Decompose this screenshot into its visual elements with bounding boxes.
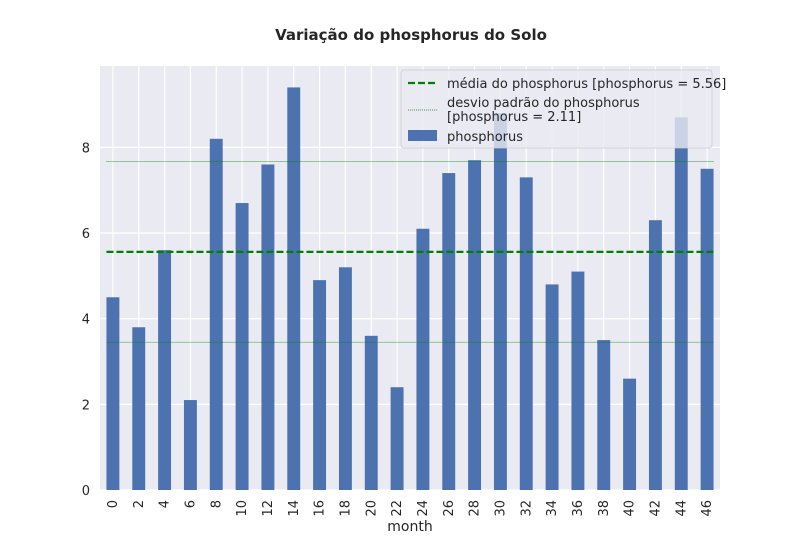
bar-42 bbox=[648, 220, 662, 490]
x-tick-label: 0 bbox=[106, 500, 121, 508]
bar-8 bbox=[209, 138, 223, 490]
bars bbox=[106, 87, 714, 491]
legend-mean-label: média do phosphorus [phosphorus = 5.56] bbox=[447, 77, 726, 92]
bar-28 bbox=[468, 160, 482, 490]
bar-6 bbox=[183, 400, 197, 490]
x-tick-label: 32 bbox=[519, 500, 534, 517]
bar-44 bbox=[674, 117, 688, 491]
bar-26 bbox=[442, 173, 456, 490]
y-tick-label: 0 bbox=[82, 484, 90, 499]
bar-14 bbox=[287, 87, 301, 491]
bar-34 bbox=[545, 284, 559, 490]
bar-30 bbox=[493, 113, 507, 490]
legend-box bbox=[400, 69, 713, 149]
x-tick-label: 36 bbox=[571, 500, 586, 517]
legend-phosphorus-label: phosphorus bbox=[447, 130, 523, 145]
x-tick-label: 34 bbox=[545, 500, 560, 517]
bar-16 bbox=[313, 280, 327, 490]
legend-phosphorus-swatch bbox=[408, 130, 437, 141]
bar-2 bbox=[132, 327, 146, 490]
x-tick-label: 46 bbox=[700, 500, 715, 517]
x-tick-label: 18 bbox=[338, 500, 353, 517]
x-tick-label: 22 bbox=[390, 500, 405, 517]
x-axis-label: month bbox=[387, 519, 432, 535]
x-tick-label: 28 bbox=[468, 500, 483, 517]
x-tick-label: 14 bbox=[287, 500, 302, 517]
bar-38 bbox=[597, 340, 611, 490]
y-tick-label: 2 bbox=[82, 398, 90, 413]
x-tick-label: 24 bbox=[416, 500, 431, 517]
x-tick-label: 26 bbox=[442, 500, 457, 517]
x-tick-label: 40 bbox=[623, 500, 638, 517]
bar-12 bbox=[261, 164, 275, 490]
legend-std-label-line1: desvio padrão do phosphorus bbox=[447, 96, 640, 111]
y-tick-label: 8 bbox=[82, 141, 90, 156]
bar-24 bbox=[416, 228, 430, 490]
y-axis-ticks: 0 2 4 6 8 bbox=[82, 141, 90, 499]
x-axis-ticks: 0 2 4 6 8 10 12 14 16 18 20 22 24 26 28 30 32 34 36 38 40 42 4… bbox=[106, 500, 715, 517]
x-tick-label: 30 bbox=[493, 500, 508, 517]
x-tick-label: 44 bbox=[674, 500, 689, 517]
chart-title: Variação do phosphorus do Solo bbox=[275, 26, 547, 44]
legend-std-label-line2: [phosphorus = 2.11] bbox=[447, 110, 581, 125]
bar-36 bbox=[571, 271, 585, 490]
x-tick-label: 10 bbox=[235, 500, 250, 517]
x-tick-label: 12 bbox=[261, 500, 276, 517]
bar-40 bbox=[623, 378, 637, 490]
y-tick-label: 4 bbox=[82, 313, 90, 328]
x-tick-label: 16 bbox=[313, 500, 328, 517]
x-tick-label: 8 bbox=[209, 500, 224, 508]
x-tick-label: 4 bbox=[158, 500, 173, 508]
x-tick-label: 42 bbox=[648, 500, 663, 517]
bar-46 bbox=[700, 168, 714, 490]
bar-20 bbox=[364, 335, 378, 490]
y-tick-label: 6 bbox=[82, 227, 90, 242]
bar-32 bbox=[519, 177, 533, 491]
reference-lines bbox=[106, 161, 714, 343]
bar-0 bbox=[106, 297, 120, 490]
x-tick-label: 38 bbox=[597, 500, 612, 517]
x-tick-label: 20 bbox=[364, 500, 379, 517]
bar-22 bbox=[390, 387, 404, 490]
legend: média do phosphorus [phosphorus = 5.56] … bbox=[400, 69, 726, 149]
x-tick-label: 6 bbox=[183, 500, 198, 508]
bar-18 bbox=[338, 267, 352, 490]
x-tick-label: 2 bbox=[132, 500, 147, 508]
bar-10 bbox=[235, 203, 249, 490]
bar-4 bbox=[158, 250, 172, 490]
